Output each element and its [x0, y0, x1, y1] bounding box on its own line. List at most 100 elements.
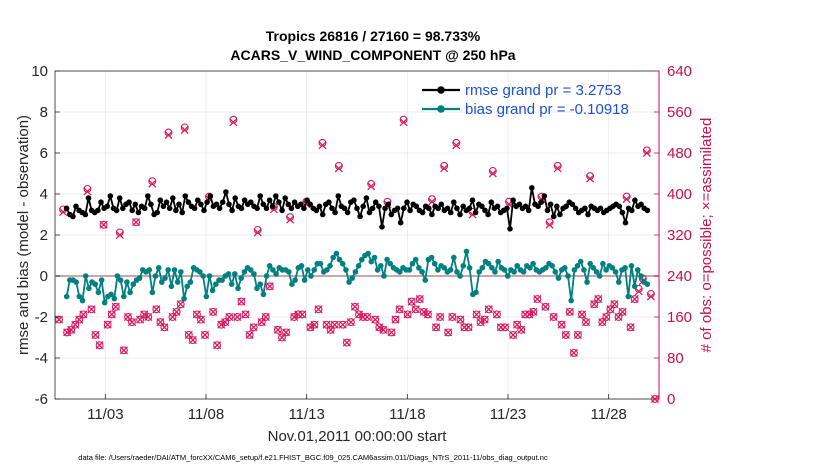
obs-assimilated-point [415, 295, 424, 304]
rmse-point [629, 207, 635, 214]
bias-layer [63, 248, 651, 306]
y-axis-label: rmse and bias (model - observation) [15, 115, 32, 355]
bias-point [260, 291, 267, 298]
chart-subtitle: ACARS_V_WIND_COMPONENT @ 250 hPa [230, 47, 515, 63]
obs-assimilated-point [127, 318, 137, 327]
bias-point [616, 279, 622, 285]
bias-point [130, 281, 137, 288]
bias-point [492, 269, 498, 275]
bias-point [152, 273, 159, 279]
rmse-point [238, 205, 245, 212]
bias-point [571, 267, 578, 273]
bias-point [416, 265, 422, 271]
obs-possible-point [444, 328, 453, 337]
obs-possible-point [561, 330, 570, 339]
rmse-point [472, 209, 479, 216]
rmse-point [597, 205, 604, 212]
rmse-point [482, 207, 488, 214]
bias-point [476, 269, 483, 275]
bias-point [422, 277, 429, 283]
rmse-point [335, 193, 342, 199]
obs-assimilated-point [354, 310, 364, 319]
obs-assimilated-point [67, 325, 76, 334]
rmse-point [429, 211, 435, 218]
obs-assimilated-point [411, 305, 420, 314]
x-tick-labels: 11/03 11/08 11/13 11/18 11/23 11/28 [87, 394, 627, 423]
bias-point [121, 293, 127, 300]
bias-point [114, 273, 121, 279]
bias-point [174, 279, 181, 285]
obs-assimilated-point [407, 297, 416, 306]
bias-point [168, 283, 175, 290]
obs-assimilated-point [371, 315, 380, 324]
bias-point [254, 285, 260, 292]
obs-assimilated-point [314, 305, 323, 314]
rmse-point [585, 211, 591, 218]
bias-point [568, 297, 574, 304]
obs-assimilated-point [91, 330, 100, 339]
rmse-point [223, 189, 229, 195]
obs-possible-point [541, 302, 550, 311]
obs-possible-point [322, 320, 331, 329]
y-axis-label-right: # of obs: o=possible; ×=assimilated [698, 118, 715, 353]
obs-assimilated-point [188, 336, 197, 345]
obs-possible-point [509, 330, 518, 339]
obs-assimilated-point [318, 141, 327, 150]
rmse-point [644, 207, 651, 214]
rmse-point [291, 199, 298, 205]
bias-point [228, 281, 235, 288]
bias-point [384, 256, 390, 263]
rmse-point [372, 199, 379, 205]
obs-assimilated-point [273, 325, 283, 334]
obs-possible-point [355, 310, 363, 319]
obs-possible-point [330, 320, 339, 329]
obs-assimilated-point [452, 141, 461, 150]
bias-point [184, 283, 190, 290]
bias-point [235, 285, 241, 292]
obs-assimilated-point [569, 348, 578, 357]
rmse-point [173, 207, 179, 214]
bias-point [374, 267, 381, 273]
bias-point [333, 250, 340, 257]
bias-point [343, 267, 349, 273]
rmse-layer [63, 185, 651, 232]
y-left-tick-label: 10 [31, 63, 48, 80]
obs-possible-point [423, 310, 432, 319]
obs-assimilated-point [399, 118, 408, 127]
obs-assimilated-point [533, 295, 542, 304]
rmse-point [63, 205, 70, 212]
rmse-point [257, 193, 264, 199]
obs-assimilated-point [513, 320, 522, 329]
obs-assimilated-point [577, 310, 587, 319]
bias-point [270, 267, 276, 273]
bias-point [625, 293, 632, 300]
obs-possible-point [75, 315, 84, 324]
bias-point [612, 269, 619, 275]
rmse-point [226, 201, 232, 208]
obs-assimilated-point [395, 305, 404, 314]
obs-assimilated-point [561, 330, 570, 339]
obs-assimilated-point [225, 312, 234, 322]
obs-assimilated-point [290, 312, 299, 322]
rmse-point [379, 224, 385, 230]
obs-possible-point [484, 305, 493, 314]
rmse-point [288, 205, 295, 212]
bias-point [454, 269, 460, 275]
obs-possible-point [192, 310, 201, 319]
bias-point [86, 285, 92, 292]
bias-point [435, 267, 441, 273]
rmse-point [120, 205, 126, 212]
rmse-point [397, 219, 404, 226]
rmse-point [510, 197, 516, 203]
rmse-point [438, 201, 445, 208]
obs-possible-point [533, 295, 542, 304]
obs-possible-point [594, 295, 603, 304]
obs-possible-point [257, 318, 266, 327]
obs-assimilated-point [71, 320, 80, 329]
legend: rmse grand pr = 3.2753 bias grand pr = -… [422, 82, 629, 118]
rmse-point [557, 211, 563, 218]
bias-point [187, 279, 194, 285]
y-left-tick-label: 8 [40, 104, 48, 121]
bias-point [298, 263, 305, 269]
rmse-point [307, 201, 314, 208]
